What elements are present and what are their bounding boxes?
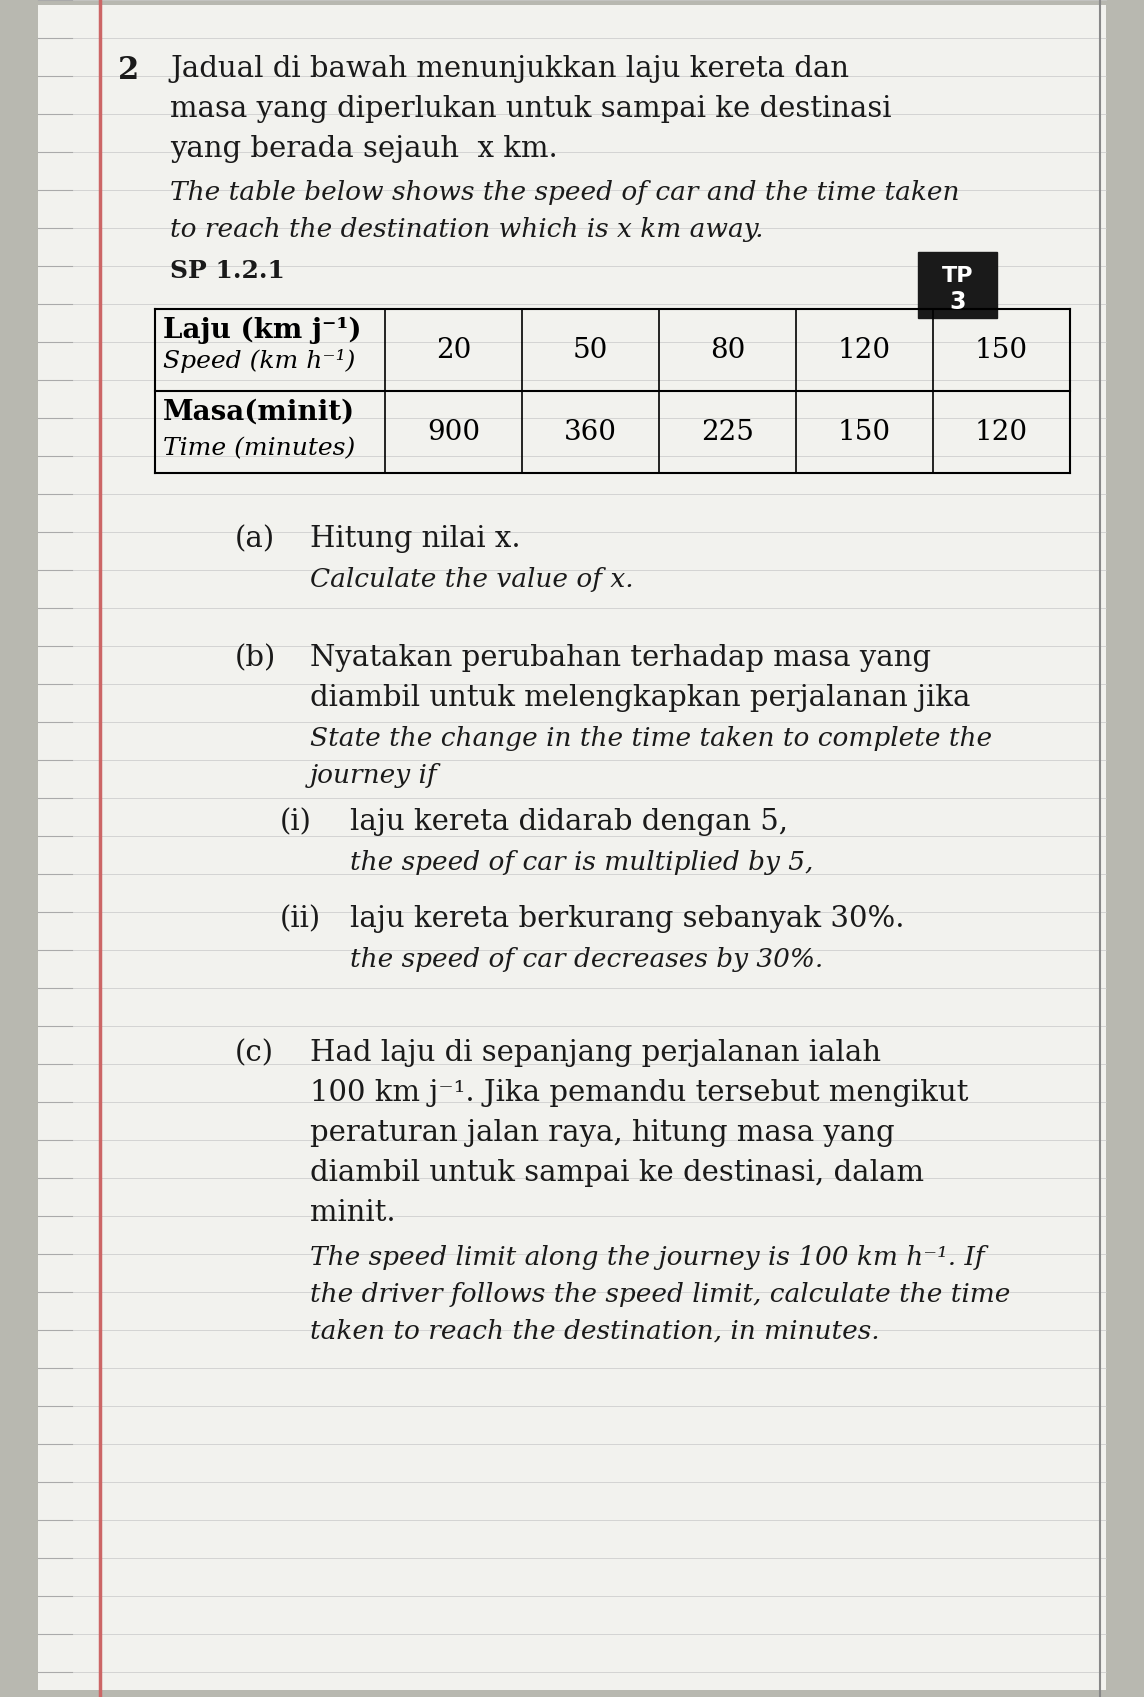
Text: 360: 360 [564, 419, 617, 446]
Text: 20: 20 [436, 336, 471, 363]
Text: laju kereta berkurang sebanyak 30%.: laju kereta berkurang sebanyak 30%. [350, 905, 905, 933]
Text: 80: 80 [709, 336, 745, 363]
Text: (c): (c) [235, 1039, 275, 1067]
Text: Laju (km j⁻¹): Laju (km j⁻¹) [162, 317, 362, 344]
Text: yang berada sejauh  x km.: yang berada sejauh x km. [170, 136, 558, 163]
FancyBboxPatch shape [917, 251, 998, 317]
Text: 3: 3 [950, 290, 966, 314]
Text: Had laju di sepanjang perjalanan ialah: Had laju di sepanjang perjalanan ialah [310, 1039, 881, 1067]
Text: Nyatakan perubahan terhadap masa yang: Nyatakan perubahan terhadap masa yang [310, 643, 931, 672]
Text: (a): (a) [235, 524, 275, 553]
Text: (i): (i) [280, 808, 312, 837]
Text: masa yang diperlukan untuk sampai ke destinasi: masa yang diperlukan untuk sampai ke des… [170, 95, 891, 122]
Text: The table below shows the speed of car and the time taken: The table below shows the speed of car a… [170, 180, 960, 205]
FancyBboxPatch shape [38, 5, 1106, 1690]
Text: journey if: journey if [310, 764, 438, 787]
Text: TP: TP [942, 266, 974, 287]
Text: taken to reach the destination, in minutes.: taken to reach the destination, in minut… [310, 1319, 880, 1344]
Text: 900: 900 [427, 419, 480, 446]
Text: 120: 120 [975, 419, 1028, 446]
Text: 120: 120 [837, 336, 891, 363]
Text: peraturan jalan raya, hitung masa yang: peraturan jalan raya, hitung masa yang [310, 1118, 895, 1147]
Text: State the change in the time taken to complete the: State the change in the time taken to co… [310, 726, 992, 752]
Text: diambil untuk sampai ke destinasi, dalam: diambil untuk sampai ke destinasi, dalam [310, 1159, 924, 1186]
Text: 225: 225 [701, 419, 754, 446]
Text: Time (minutes): Time (minutes) [162, 438, 356, 460]
Text: Jadual di bawah menunjukkan laju kereta dan: Jadual di bawah menunjukkan laju kereta … [170, 54, 849, 83]
Text: SP 1.2.1: SP 1.2.1 [170, 260, 285, 283]
Text: to reach the destination which is x km away.: to reach the destination which is x km a… [170, 217, 763, 243]
Text: minit.: minit. [310, 1200, 396, 1227]
Text: 2: 2 [118, 54, 140, 87]
Text: (ii): (ii) [280, 905, 321, 933]
Text: 150: 150 [837, 419, 891, 446]
Text: Hitung nilai x.: Hitung nilai x. [310, 524, 521, 553]
Text: 100 km j⁻¹. Jika pemandu tersebut mengikut: 100 km j⁻¹. Jika pemandu tersebut mengik… [310, 1079, 968, 1106]
Text: Speed (km h⁻¹): Speed (km h⁻¹) [162, 350, 356, 373]
Text: (b): (b) [235, 643, 276, 672]
Text: diambil untuk melengkapkan perjalanan jika: diambil untuk melengkapkan perjalanan ji… [310, 684, 970, 713]
Text: 50: 50 [573, 336, 609, 363]
Text: the driver follows the speed limit, calculate the time: the driver follows the speed limit, calc… [310, 1281, 1010, 1307]
Text: laju kereta didarab dengan 5,: laju kereta didarab dengan 5, [350, 808, 788, 837]
Text: the speed of car is multiplied by 5,: the speed of car is multiplied by 5, [350, 850, 813, 876]
Text: Calculate the value of x.: Calculate the value of x. [310, 567, 634, 592]
Text: Masa(minit): Masa(minit) [162, 399, 355, 426]
Text: The speed limit along the journey is 100 km h⁻¹. If: The speed limit along the journey is 100… [310, 1246, 985, 1269]
Text: the speed of car decreases by 30%.: the speed of car decreases by 30%. [350, 947, 824, 972]
Text: 150: 150 [975, 336, 1028, 363]
